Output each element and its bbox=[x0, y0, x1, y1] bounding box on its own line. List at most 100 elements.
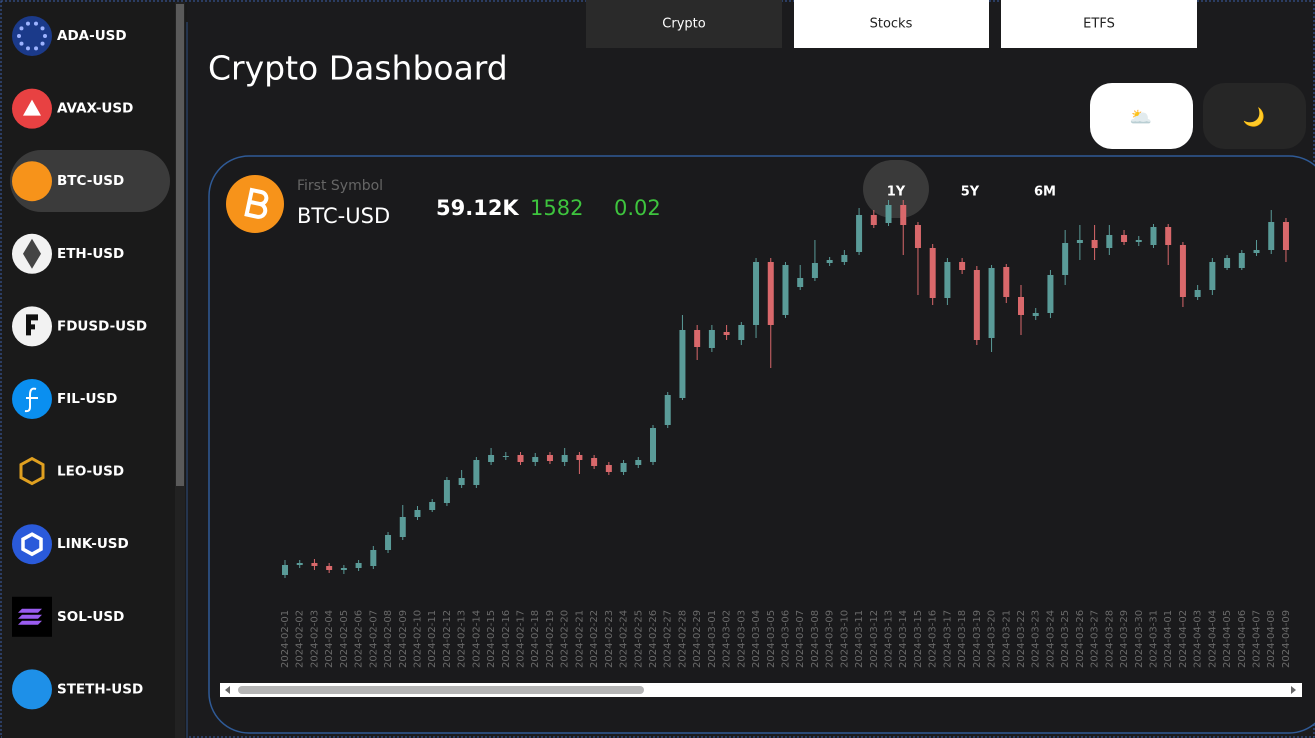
coin-glyph bbox=[43, 34, 47, 38]
change: 1582 bbox=[530, 196, 583, 220]
sidebar-item[interactable]: FDUSD-USD bbox=[12, 306, 147, 347]
theme-icon: 🌥️ bbox=[1130, 107, 1152, 128]
candle-body bbox=[782, 265, 789, 315]
x-tick-label: 2024-02-15 bbox=[486, 610, 497, 668]
x-tick-label: 2024-02-18 bbox=[530, 610, 541, 668]
candle-body bbox=[385, 535, 392, 550]
x-tick-label: 2024-03-11 bbox=[854, 610, 865, 668]
candle-body bbox=[708, 330, 715, 348]
candle-body bbox=[282, 565, 288, 575]
x-tick-label: 2024-02-29 bbox=[692, 610, 703, 668]
candle-body bbox=[870, 215, 877, 225]
tab-label: Crypto bbox=[662, 17, 705, 32]
candle-body bbox=[988, 268, 995, 338]
x-tick-label: 2024-03-01 bbox=[707, 610, 718, 668]
x-tick-label: 2024-03-31 bbox=[1148, 610, 1159, 668]
candle-body bbox=[488, 455, 495, 462]
x-tick-label: 2024-03-23 bbox=[1031, 610, 1042, 668]
x-tick-label: 2024-04-07 bbox=[1252, 610, 1263, 668]
candle-body bbox=[900, 205, 907, 225]
candle-body bbox=[635, 460, 642, 465]
sidebar-label: BTC-USD bbox=[57, 173, 124, 189]
x-tick-label: 2024-02-21 bbox=[574, 610, 585, 668]
coin-icon bbox=[12, 669, 52, 710]
coin-glyph bbox=[23, 238, 41, 269]
sidebar-item[interactable]: SOL-USD bbox=[12, 596, 124, 637]
candle-body bbox=[1179, 245, 1186, 297]
candle-body bbox=[826, 260, 833, 263]
x-tick-label: 2024-02-07 bbox=[368, 610, 379, 668]
candle-body bbox=[973, 270, 980, 340]
x-tick-label: 2024-03-28 bbox=[1104, 610, 1115, 668]
coin-icon bbox=[12, 161, 52, 202]
coin-glyph bbox=[24, 387, 38, 413]
x-tick-label: 2024-03-09 bbox=[825, 610, 836, 668]
dark-theme-button[interactable] bbox=[1203, 83, 1306, 149]
candle-body bbox=[502, 456, 509, 457]
sidebar-item[interactable]: FIL-USD bbox=[12, 379, 117, 419]
candle-body bbox=[1224, 258, 1231, 268]
h-scrollbar-thumb[interactable] bbox=[238, 686, 644, 694]
sidebar-label: ADA-USD bbox=[57, 28, 127, 44]
sidebar-label: STETH-USD bbox=[57, 681, 143, 697]
candle-body bbox=[1135, 240, 1142, 242]
candle-body bbox=[1238, 253, 1245, 268]
tab-stocks[interactable] bbox=[794, 0, 989, 48]
sidebar-label: SOL-USD bbox=[57, 609, 124, 625]
range-button[interactable]: 5Y bbox=[961, 185, 980, 200]
x-tick-label: 2024-02-10 bbox=[412, 610, 423, 668]
x-tick-label: 2024-03-12 bbox=[869, 610, 880, 668]
candle-body bbox=[767, 262, 774, 325]
x-tick-label: 2024-03-07 bbox=[795, 610, 806, 668]
x-tick-label: 2024-03-05 bbox=[766, 610, 777, 668]
x-tick-label: 2024-03-29 bbox=[1119, 610, 1130, 668]
coin-glyph bbox=[25, 21, 30, 26]
sidebar-label: LEO-USD bbox=[57, 464, 124, 480]
candle-body bbox=[944, 262, 951, 298]
candle-body bbox=[311, 563, 318, 566]
candle-body bbox=[1165, 227, 1172, 245]
candle-body bbox=[797, 278, 804, 287]
coin-glyph bbox=[18, 608, 42, 625]
candle-body bbox=[1032, 313, 1039, 316]
coin-glyph bbox=[17, 34, 22, 39]
coin-glyph bbox=[21, 532, 43, 557]
coin-glyph bbox=[33, 21, 38, 26]
sidebar-item[interactable]: ETH-USD bbox=[12, 233, 124, 274]
sidebar-item[interactable]: LINK-USD bbox=[12, 524, 129, 565]
sidebar-item[interactable]: STETH-USD bbox=[12, 669, 143, 710]
coin-glyph bbox=[19, 26, 24, 31]
x-tick-label: 2024-03-18 bbox=[957, 610, 968, 668]
x-tick-label: 2024-03-24 bbox=[1045, 610, 1056, 668]
sidebar-item[interactable]: LEO-USD bbox=[19, 456, 124, 486]
tab-crypto[interactable] bbox=[586, 0, 782, 48]
sidebar-item[interactable]: AVAX-USD bbox=[12, 88, 133, 129]
range-button[interactable]: 6M bbox=[1034, 185, 1056, 200]
light-theme-button[interactable] bbox=[1090, 83, 1193, 149]
scroll-right[interactable] bbox=[1291, 686, 1296, 694]
x-tick-label: 2024-04-05 bbox=[1222, 610, 1233, 668]
x-tick-label: 2024-02-11 bbox=[427, 610, 438, 668]
theme-icon: 🌙 bbox=[1243, 106, 1265, 128]
x-tick-label: 2024-02-14 bbox=[471, 610, 482, 668]
sidebar-item[interactable]: BTC-USD bbox=[12, 161, 124, 202]
sidebar-label: AVAX-USD bbox=[57, 101, 133, 117]
range-button[interactable]: 1Y bbox=[887, 185, 906, 200]
candle-body bbox=[605, 465, 612, 472]
coin-icon bbox=[12, 16, 52, 56]
x-tick-label: 2024-04-04 bbox=[1207, 610, 1218, 668]
x-tick-label: 2024-02-03 bbox=[309, 610, 320, 668]
x-tick-label: 2024-02-28 bbox=[677, 610, 688, 668]
candle-body bbox=[1150, 227, 1157, 245]
scroll-left[interactable] bbox=[225, 686, 230, 694]
candle-body bbox=[340, 568, 347, 570]
tab-etfs[interactable] bbox=[1001, 0, 1197, 48]
x-tick-label: 2024-03-04 bbox=[751, 610, 762, 668]
x-tick-label: 2024-02-24 bbox=[619, 610, 630, 668]
scrollbar-thumb[interactable] bbox=[176, 4, 184, 486]
x-tick-label: 2024-02-12 bbox=[442, 610, 453, 668]
x-tick-label: 2024-02-20 bbox=[560, 610, 571, 668]
candle-body bbox=[561, 455, 568, 462]
sidebar-item[interactable]: ADA-USD bbox=[12, 16, 127, 56]
